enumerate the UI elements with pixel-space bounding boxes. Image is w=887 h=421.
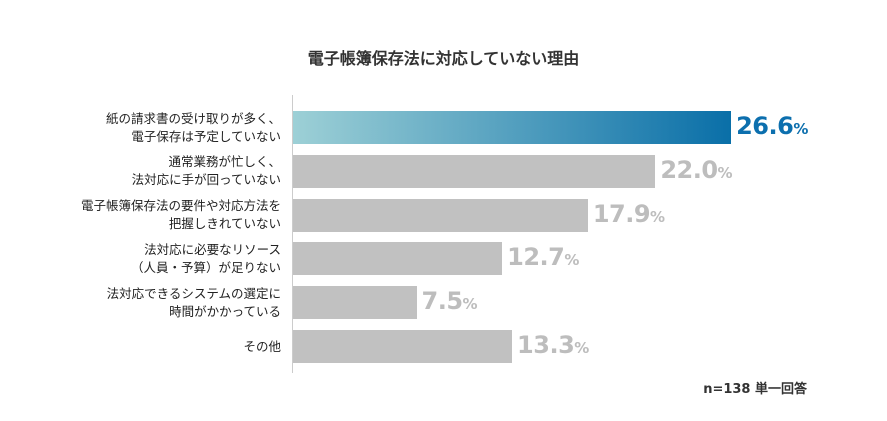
percent-sign: % [462, 295, 478, 314]
category-label: 法対応に必要なリソース （人員・予算）が足りない [21, 241, 281, 277]
category-label: 法対応できるシステムの選定に時間がかかっている [21, 285, 281, 321]
value-label: 13.3% [517, 331, 589, 359]
percent-sign: % [793, 120, 808, 138]
category-label-line: 電子帳簿保存法の要件や対応方法を [80, 198, 281, 214]
category-label-line: 電子保存は予定していない [131, 128, 281, 144]
category-label-line: その他 [243, 338, 281, 354]
category-label-line: 法対応できるシステムの選定に [106, 285, 281, 301]
category-label: その他 [21, 338, 281, 356]
y-axis-line [292, 95, 293, 373]
bar [293, 111, 732, 144]
bar [293, 330, 513, 363]
value-label: 17.9% [592, 199, 665, 228]
value-label: 22.0% [660, 155, 733, 184]
percent-sign: % [717, 163, 733, 182]
category-label: 電子帳簿保存法の要件や対応方法を把握しきれていない [21, 197, 281, 233]
chart-title: 電子帳簿保存法に対応していない理由 [307, 49, 580, 68]
percent-sign: % [574, 339, 589, 357]
category-label-line: 把握しきれていない [168, 216, 281, 232]
category-label-line: 時間がかかっている [169, 303, 281, 319]
category-label-line: 法対応に必要なリソース [144, 241, 281, 257]
bar [293, 286, 417, 320]
percent-sign: % [650, 207, 665, 226]
value-label: 12.7% [507, 243, 579, 272]
category-label: 通常業務が忙しく、法対応に手が回っていない [21, 153, 281, 189]
category-label-line: 法対応に手が回っていない [131, 172, 281, 188]
bar [293, 198, 588, 232]
percent-sign: % [564, 251, 579, 270]
sample-note: n=138 単一回答 [703, 382, 807, 397]
value-label: 7.5% [421, 287, 478, 316]
bar [293, 154, 656, 188]
value-label: 26.6% [736, 112, 808, 140]
category-label-line: 通常業務が忙しく、 [168, 154, 281, 170]
bar [293, 242, 503, 276]
category-label-line: （人員・予算）が足りない [130, 259, 281, 275]
category-label: 紙の請求書の受け取りが多く、電子保存は予定していない [21, 110, 281, 146]
category-label-line: 紙の請求書の受け取りが多く、 [105, 110, 281, 126]
